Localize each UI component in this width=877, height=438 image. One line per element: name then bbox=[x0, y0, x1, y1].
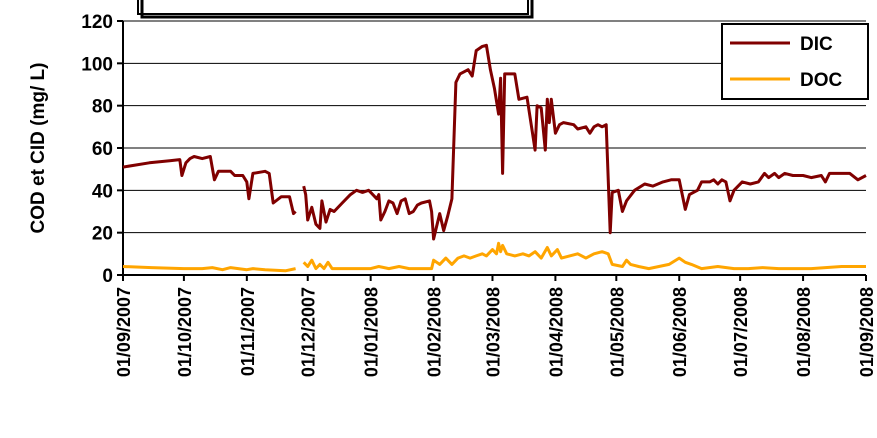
x-tick-label-12: 01/09/2008 bbox=[857, 287, 877, 377]
y-tick-label-60: 60 bbox=[92, 139, 113, 160]
x-tick-label-10: 01/07/2008 bbox=[731, 287, 751, 377]
title-box bbox=[137, 0, 529, 15]
legend-box bbox=[721, 23, 869, 100]
x-tick-label-2: 01/11/2007 bbox=[238, 287, 258, 376]
x-tick-label-9: 01/06/2008 bbox=[670, 287, 690, 377]
y-tick-label-0: 0 bbox=[102, 266, 113, 287]
y-tick-label-80: 80 bbox=[92, 97, 113, 118]
legend: DIC DOC bbox=[721, 23, 869, 100]
x-tick-label-11: 01/08/2008 bbox=[794, 287, 814, 377]
x-tick-label-5: 01/02/2008 bbox=[425, 287, 445, 377]
y-tick-label-20: 20 bbox=[92, 224, 113, 245]
x-tick-label-3: 01/12/2007 bbox=[299, 287, 319, 377]
x-tick-label-1: 01/10/2007 bbox=[175, 287, 195, 377]
y-tick-label-40: 40 bbox=[92, 181, 113, 202]
y-tick-label-100: 100 bbox=[81, 54, 113, 75]
x-tick-label-0: 01/09/2007 bbox=[114, 287, 134, 377]
legend-label-doc: DOC bbox=[800, 70, 843, 91]
x-tick-label-6: 01/03/2008 bbox=[483, 287, 503, 377]
series-line-dic-segment-0 bbox=[122, 155, 297, 216]
x-tick-label-4: 01/01/2008 bbox=[362, 287, 382, 377]
y-tick-label-120: 120 bbox=[81, 12, 113, 33]
x-axis-ticks: 01/09/2007 01/10/2007 01/11/2007 01/12/2007… bbox=[114, 275, 877, 377]
series-line-doc-segment-1 bbox=[302, 241, 866, 271]
y-axis-label: COD et CID (mg/ L) bbox=[28, 63, 49, 234]
series-line-dic-segment-1 bbox=[302, 43, 867, 241]
title-box-shadow bbox=[140, 0, 534, 19]
series-line-doc-segment-0 bbox=[122, 265, 296, 273]
y-axis-ticks: 0 20 40 60 80 100 120 bbox=[81, 12, 123, 287]
x-tick-label-8: 01/05/2008 bbox=[607, 287, 627, 377]
legend-label-dic: DIC bbox=[800, 34, 833, 55]
x-tick-label-7: 01/04/2008 bbox=[546, 287, 566, 377]
series-group bbox=[122, 43, 867, 273]
